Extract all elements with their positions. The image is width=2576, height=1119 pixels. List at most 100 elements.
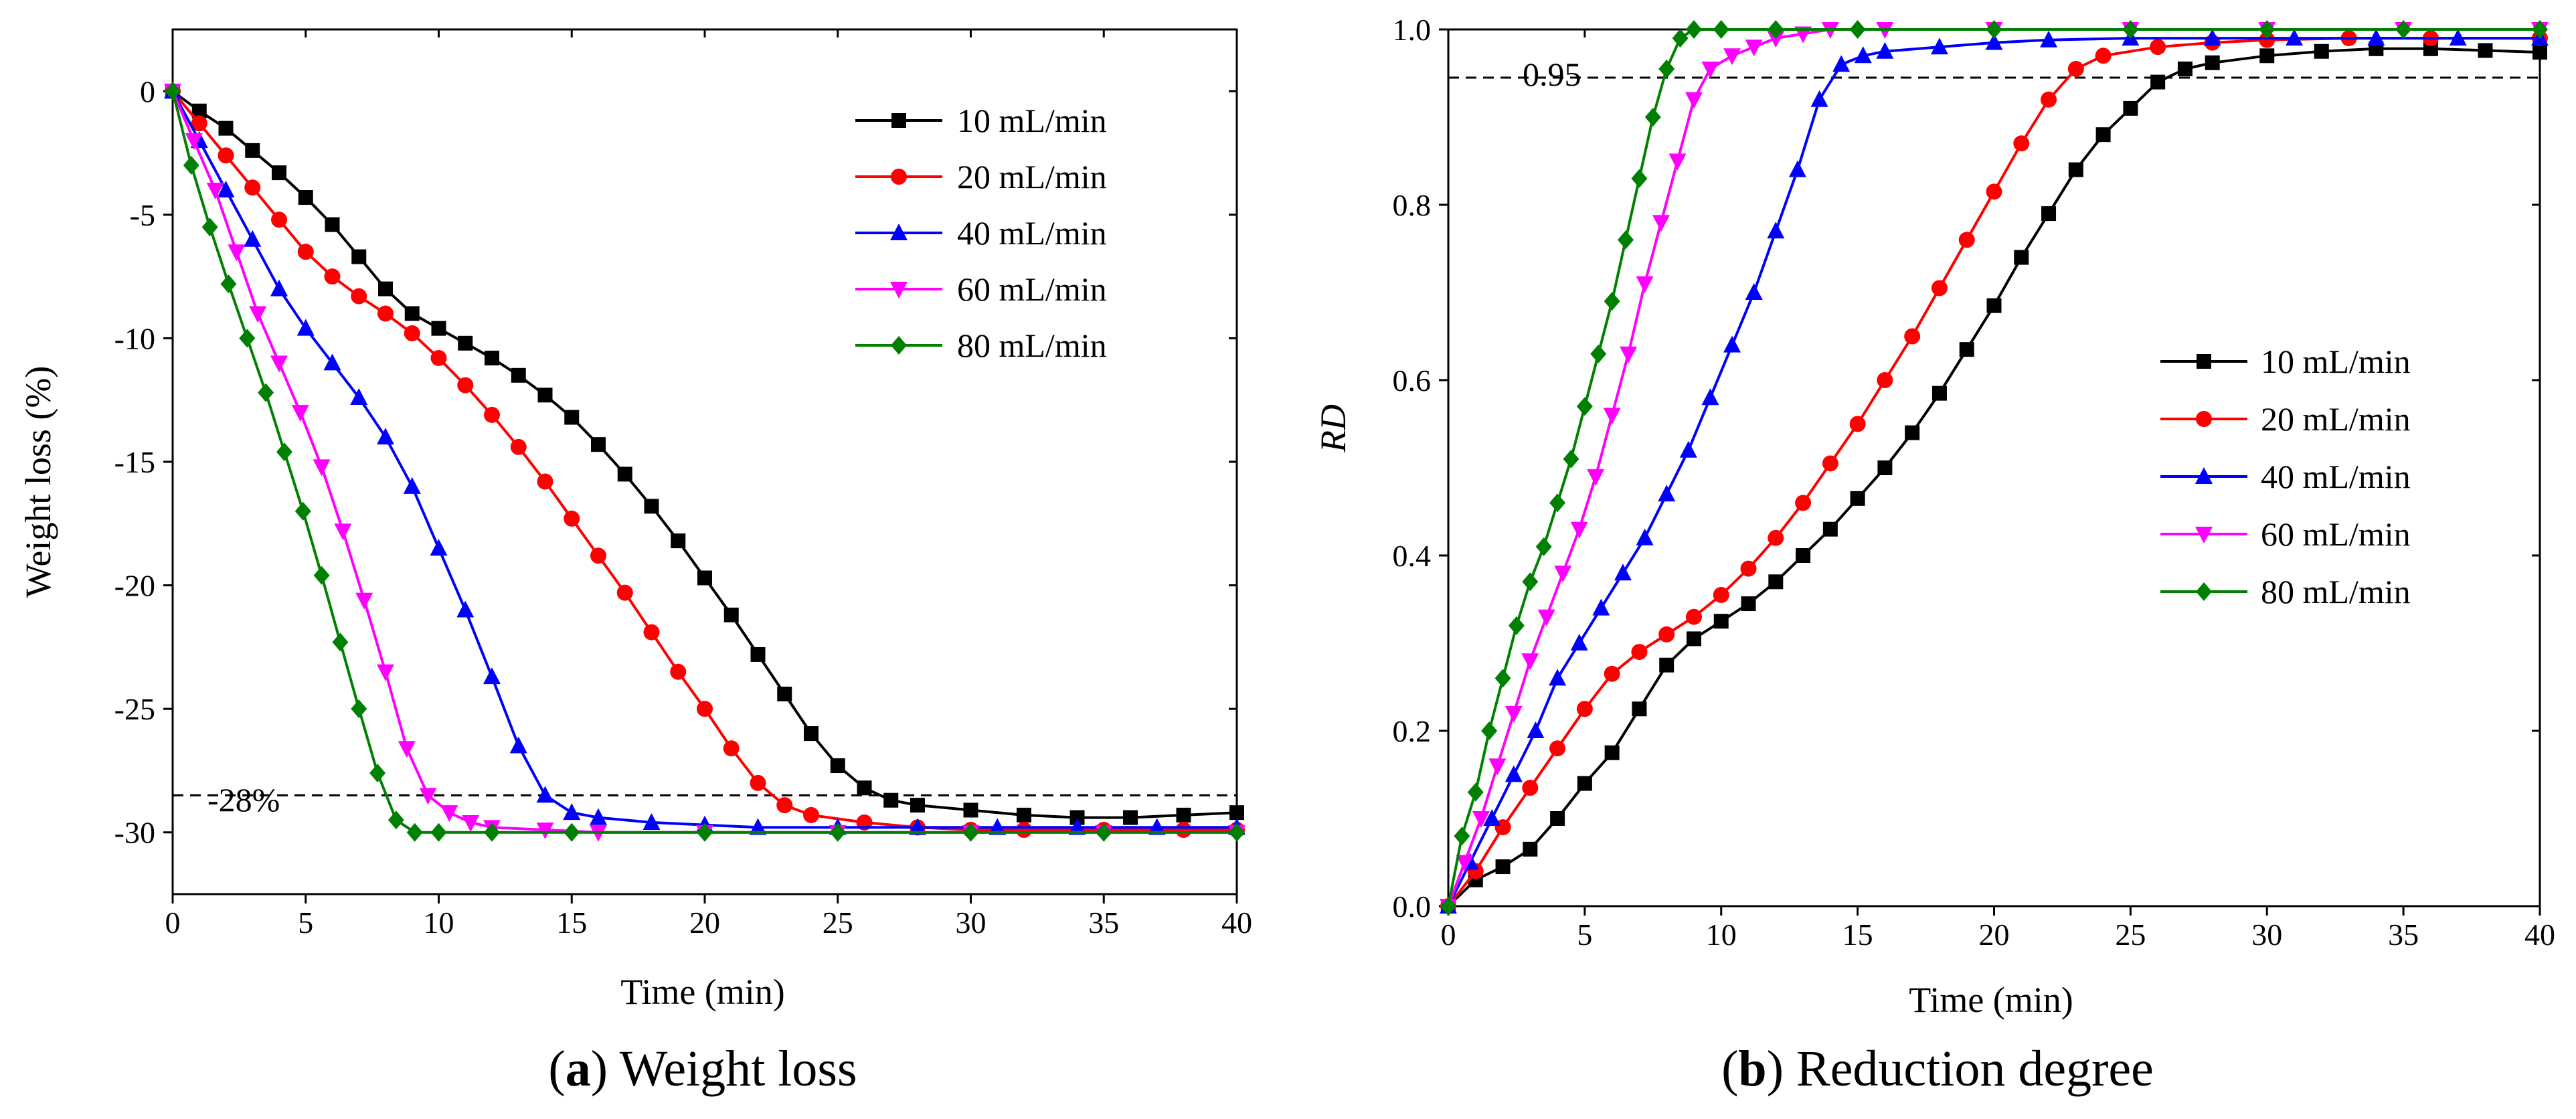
panel-b-data-point (2395, 20, 2412, 39)
panel-a-data-point (377, 428, 394, 445)
panel-b-data-point (1788, 160, 1806, 177)
panel-b-data-point (1713, 614, 1729, 629)
panel-a-data-point (217, 180, 235, 197)
panel-a-data-point (1176, 807, 1191, 823)
panel-a-data-point (591, 437, 606, 452)
panel-a-data-point (270, 279, 288, 296)
panel-b-data-point (1986, 20, 2002, 39)
panel-a-data-point (398, 741, 416, 758)
panel-b-data-point (1632, 701, 1647, 717)
panel-b-data-point (1620, 346, 1638, 363)
panel-b-data-point (1576, 397, 1593, 416)
panel-a-data-point (749, 818, 767, 835)
panel-b-data-point (1849, 416, 1866, 432)
panel-b-data-point (2532, 45, 2547, 60)
panel-b-data-point (1795, 495, 1812, 511)
panel-a-data-point (218, 120, 234, 136)
panel-a-data-point (644, 499, 659, 514)
panel-a-legend-entry: 60 mL/min (855, 270, 1107, 308)
panel-b-data-point (1549, 740, 1566, 757)
panel-a-data-point (1069, 810, 1085, 825)
panel-a-x-tick-label: 5 (298, 906, 313, 940)
panel-a-data-point (697, 823, 713, 842)
panel-b-data-point (1604, 665, 1620, 682)
panel-a-data-point (536, 786, 554, 803)
panel-a-data-point (537, 473, 553, 490)
panel-b-data-point (2095, 48, 2112, 64)
panel-b-data-point (1527, 721, 1545, 738)
panel-b-data-point (2095, 127, 2111, 143)
panel-b-data-point (1590, 344, 1607, 363)
panel-a-data-point (642, 812, 661, 830)
panel-a-data-point (1068, 818, 1086, 835)
panel-b-legend-marker (2195, 527, 2213, 543)
panel-b-data-point (1644, 108, 1661, 126)
panel-a-data-point (909, 818, 926, 835)
panel-a-data-point (294, 501, 311, 521)
panel-b-data-point (1631, 169, 1648, 188)
panel-b-data-point (1659, 657, 1675, 673)
panel-b-data-point (1508, 616, 1525, 635)
panel-a-data-point (830, 758, 845, 774)
panel-a-data-point (272, 165, 286, 181)
panel-b-data-point (1522, 572, 1539, 592)
panel-a-data-point (776, 797, 793, 814)
panel-b-data-point (1535, 537, 1552, 556)
panel-b-legend-marker (2196, 582, 2212, 601)
panel-b-data-point (2314, 44, 2329, 59)
panel-b-data-point (1587, 469, 1605, 487)
panel-b-data-point (1745, 283, 1763, 300)
panel-a-data-point (617, 466, 632, 482)
panel-a-legend-entry: 40 mL/min (855, 214, 1107, 252)
panel-b-data-point (1658, 626, 1675, 642)
panel-a-legend-entry: 20 mL/min (855, 158, 1107, 195)
panel-a-data-point (206, 182, 224, 199)
panel-a-reference-label: -28% (207, 781, 280, 819)
panel-b-data-point (1877, 460, 1893, 475)
panel-a-data-point (332, 632, 349, 652)
panel-a-plot-area: 0 5 10 15 20 25 30 35 40 0 -5 -10 -15 -20 -25 -30 -28% 10… (114, 28, 1252, 940)
panel-a-legend-label: 80 mL/min (957, 327, 1107, 364)
panel-a-data-point (803, 806, 819, 823)
panel-a-data-point (430, 349, 447, 366)
panel-b-data-point (1522, 780, 1539, 796)
panel-b-data-point (1931, 280, 1948, 296)
panel-b-data-point (1456, 855, 1474, 872)
panel-b-series-line (1447, 37, 2540, 907)
panel-b-data-point (1701, 388, 1719, 406)
panel-b-data-point (1592, 598, 1610, 616)
panel-b-data-point (1467, 782, 1484, 802)
panel-a-data-point (324, 268, 341, 285)
panel-b-x-tick-label: 35 (2388, 918, 2419, 952)
panel-b-caption: (b) Reduction degree (1721, 1041, 2154, 1097)
panel-b-data-point (2041, 206, 2057, 222)
panel-b-legend-entry: 10 mL/min (2160, 343, 2411, 380)
panel-a-data-point (963, 802, 978, 818)
panel-b-data-point (1636, 276, 1654, 293)
panel-a-data-point (1016, 822, 1032, 839)
panel-a-series-40-ml-min (164, 82, 1246, 835)
panel-b-data-point (1740, 560, 1757, 577)
panel-b-data-point (1876, 41, 1894, 59)
panel-a-data-point (271, 211, 287, 228)
panel-a-series-80-ml-min (165, 82, 1245, 842)
panel-a-data-point (750, 774, 766, 791)
panel-a-x-tick-label: 20 (689, 906, 720, 940)
panel-b-data-point (2205, 55, 2220, 70)
panel-a-data-point (723, 740, 740, 757)
panel-b-legend-label: 20 mL/min (2261, 400, 2411, 438)
panel-a-data-point (351, 249, 367, 264)
panel-a-series-line (171, 90, 1237, 834)
panel-a-data-point (1123, 810, 1138, 825)
panel-a-data-point (440, 805, 458, 823)
panel-a-data-point (1096, 823, 1112, 842)
panel-b-caption-text: Reduction degree (1784, 1041, 2154, 1097)
panel-a-data-point (458, 335, 473, 351)
panel-b-data-point (1505, 765, 1523, 782)
panel-a-x-tick-label: 15 (556, 906, 587, 940)
panel-a-data-point (616, 584, 633, 601)
panel-b-data-point (1959, 342, 1974, 357)
panel-a-data-point (750, 647, 766, 662)
panel-b-data-point (1576, 701, 1593, 717)
